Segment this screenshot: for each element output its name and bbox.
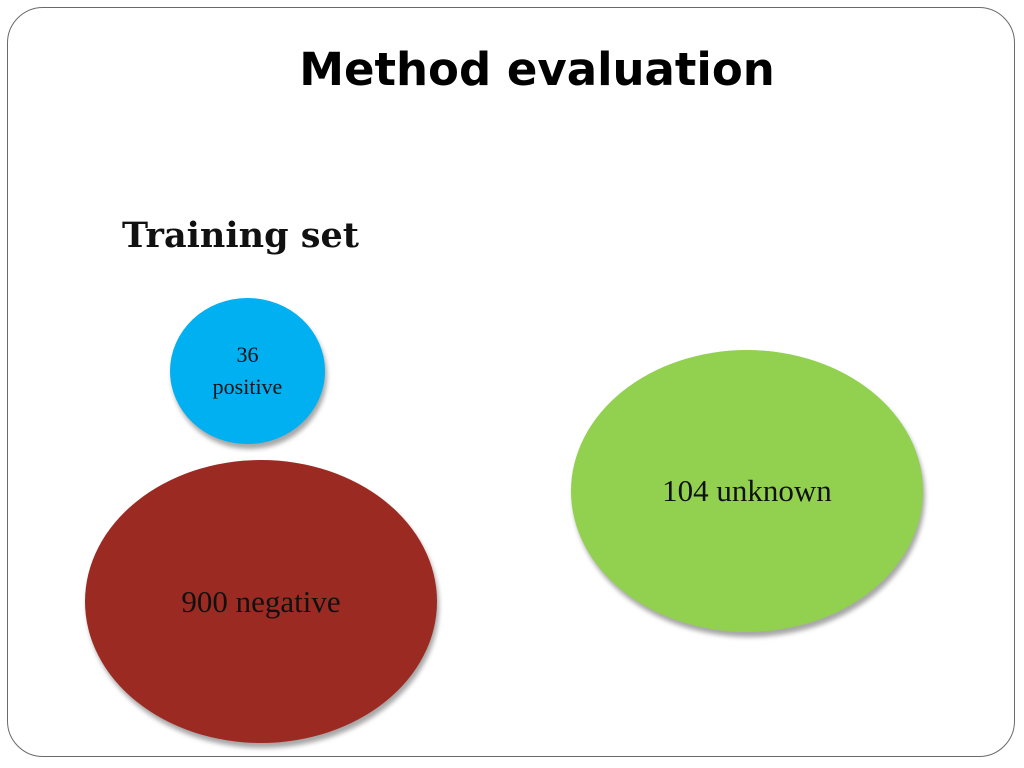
negative-set-label: 900 negative bbox=[181, 583, 341, 619]
positive-text: positive bbox=[212, 374, 283, 399]
unknown-set-ellipse: 104 unknown bbox=[571, 350, 923, 632]
training-set-heading: Training set bbox=[122, 215, 359, 256]
positive-set-ellipse: 36 positive bbox=[170, 298, 325, 444]
slide-title: Method evaluation bbox=[299, 43, 775, 96]
unknown-set-label: 104 unknown bbox=[662, 473, 832, 508]
positive-count: 36 bbox=[236, 342, 259, 367]
positive-set-label: 36 positive bbox=[213, 339, 283, 403]
negative-set-ellipse: 900 negative bbox=[85, 460, 437, 743]
